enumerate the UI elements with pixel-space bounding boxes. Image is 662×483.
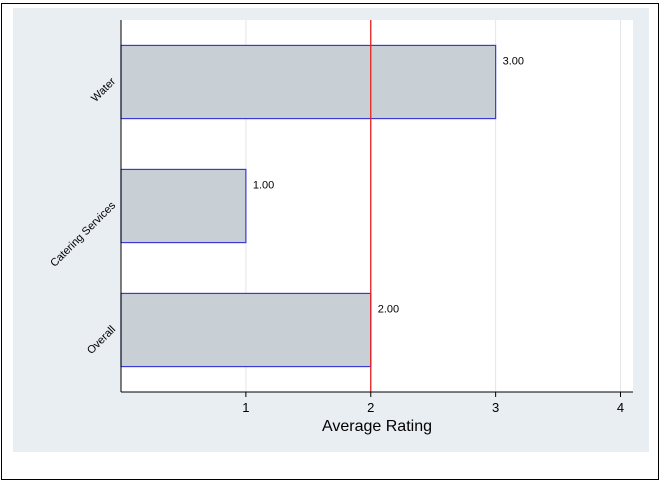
x-tick-label-1: 1 bbox=[242, 400, 249, 415]
x-axis-title: Average Rating bbox=[322, 418, 432, 435]
bar-value-label-water: 3.00 bbox=[503, 55, 524, 67]
bar-value-label-overall: 2.00 bbox=[378, 303, 399, 315]
bar-water bbox=[120, 44, 497, 120]
bar-catering-services bbox=[120, 168, 247, 244]
x-tick-label-3: 3 bbox=[492, 400, 499, 415]
x-tick-label-4: 4 bbox=[617, 400, 624, 415]
bars: 3.00 1.00 2.00 bbox=[120, 44, 524, 368]
bar-overall bbox=[120, 292, 372, 368]
axes bbox=[120, 20, 633, 393]
bar-value-label-catering-services: 1.00 bbox=[253, 179, 274, 191]
x-ticks: 1 2 3 4 bbox=[242, 392, 624, 415]
x-tick-label-2: 2 bbox=[367, 400, 374, 415]
